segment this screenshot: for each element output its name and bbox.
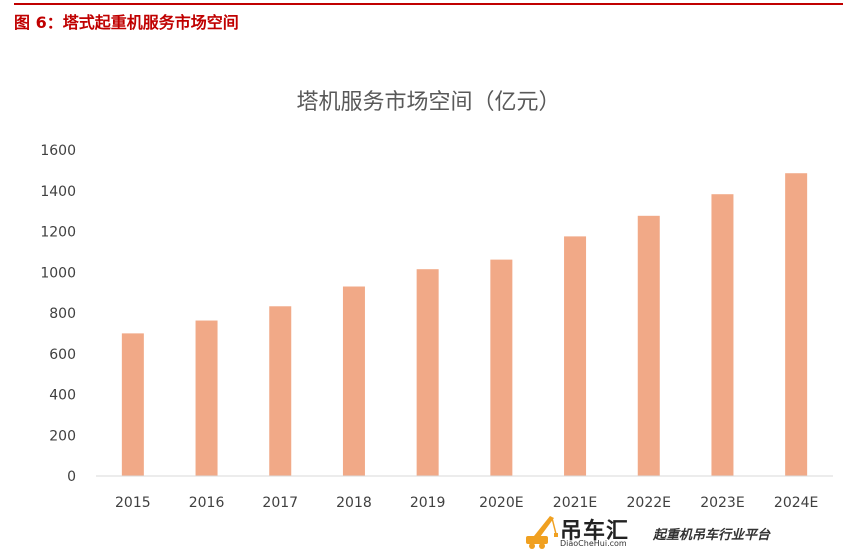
watermark-tagline: 起重机吊车行业平台 xyxy=(653,528,771,543)
y-axis-ticks: 0 200 400 600 800 1000 1200 1400 1600 xyxy=(40,143,76,485)
x-tick-label: 2022E xyxy=(627,495,671,511)
y-tick-label: 400 xyxy=(49,388,76,404)
bar xyxy=(416,269,439,476)
bar xyxy=(490,259,513,476)
y-tick-label: 1400 xyxy=(40,184,76,200)
y-tick-label: 600 xyxy=(49,347,76,363)
y-tick-label: 1600 xyxy=(40,143,76,159)
bar xyxy=(711,194,734,476)
x-tick-label: 2024E xyxy=(774,495,818,511)
bar xyxy=(564,236,587,476)
watermark-name: 吊车汇 xyxy=(560,519,630,544)
y-tick-label: 1000 xyxy=(40,265,76,281)
bar xyxy=(637,215,660,476)
bar xyxy=(121,333,144,476)
x-tick-label: 2018 xyxy=(336,495,372,511)
watermark-url: DiaoCheHui.com xyxy=(560,539,627,548)
y-tick-label: 800 xyxy=(49,306,76,322)
y-tick-label: 200 xyxy=(49,428,76,444)
bar xyxy=(269,306,292,476)
x-tick-label: 2019 xyxy=(410,495,446,511)
chart-title: 塔机服务市场空间（亿元） xyxy=(296,90,561,115)
x-tick-label: 2017 xyxy=(262,495,298,511)
figure-caption: 图 6：塔式起重机服务市场空间 xyxy=(14,13,239,32)
y-tick-label: 1200 xyxy=(40,225,76,241)
watermark: 吊车汇 DiaoCheHui.com 起重机吊车行业平台 xyxy=(520,512,820,552)
x-axis-ticks: 2015 2016 2017 2018 2019 2020E 2021E 2022E 2023E… xyxy=(115,495,818,511)
crane-icon xyxy=(526,516,558,549)
header-rule xyxy=(14,3,843,5)
bar xyxy=(785,173,808,477)
x-tick-label: 2023E xyxy=(700,495,744,511)
x-tick-label: 2020E xyxy=(479,495,523,511)
x-tick-label: 2015 xyxy=(115,495,151,511)
figure-header: 图 6：塔式起重机服务市场空间 xyxy=(0,0,857,40)
bar-series xyxy=(121,173,808,477)
x-tick-label: 2021E xyxy=(553,495,597,511)
y-tick-label: 0 xyxy=(67,469,76,485)
bar xyxy=(195,320,218,476)
x-tick-label: 2016 xyxy=(189,495,225,511)
bar xyxy=(342,286,365,476)
